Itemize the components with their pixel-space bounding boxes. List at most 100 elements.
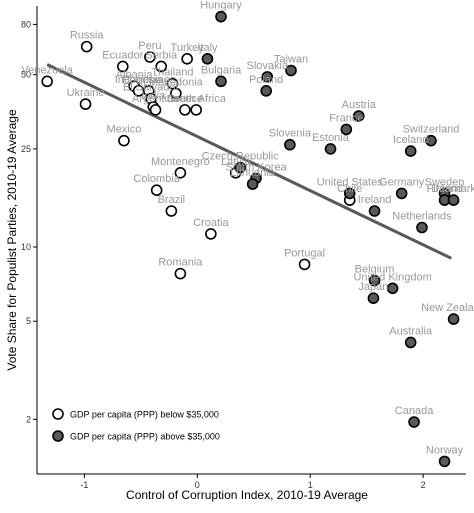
point-label: Canada (395, 405, 434, 417)
point-label: Japan (358, 281, 388, 293)
data-point (368, 274, 381, 287)
y-tick-label: 25 (21, 144, 31, 154)
point-label: Australia (389, 325, 433, 337)
point-label: Belgium (355, 264, 395, 276)
data-point (181, 53, 193, 65)
point-label: Ukraine (67, 87, 105, 99)
point-label: Mexico (107, 124, 142, 136)
data-point (215, 75, 227, 88)
y-tick-label: 5 (26, 316, 31, 326)
data-point (215, 10, 227, 23)
data-point (149, 104, 162, 116)
data-point (447, 313, 460, 325)
x-tick-label: -1 (80, 480, 88, 490)
point-label: Ireland (358, 194, 392, 206)
point-label: Portugal (284, 247, 325, 259)
data-point (118, 134, 130, 147)
data-point (261, 71, 274, 83)
data-point (117, 60, 129, 73)
legend-marker (52, 430, 64, 442)
point-label: Taiwan (274, 54, 308, 66)
point-label: Sweden (425, 176, 465, 188)
point-label: Germany (379, 176, 425, 188)
data-point (284, 138, 296, 151)
point-label: Ecuador (102, 49, 143, 61)
data-point (367, 292, 380, 304)
x-tick-label: 1 (308, 480, 313, 490)
point-label: Indonesia (115, 74, 164, 86)
point-label: Brazil (158, 194, 186, 206)
data-point (144, 51, 156, 63)
data-point (165, 205, 178, 217)
point-label: Macedonia (149, 76, 204, 88)
point-label: Croatia (193, 217, 229, 229)
data-point (447, 194, 460, 206)
point-label: Estonia (312, 132, 350, 144)
point-label: Romania (158, 257, 203, 269)
point-label: South Africa (167, 93, 227, 105)
x-tick-label: 2 (421, 480, 426, 490)
point-label: Slovakia (247, 60, 289, 72)
y-tick-label: 50 (21, 70, 31, 80)
data-point (368, 205, 381, 217)
data-point (285, 64, 297, 77)
y-tick-label: 2 (26, 414, 31, 424)
legend-label: GDP per capita (PPP) below $35,000 (70, 410, 219, 420)
point-label: Norway (426, 444, 464, 456)
legend-label: GDP per capita (PPP) above $35,000 (70, 432, 220, 442)
point-label: Hungary (200, 0, 242, 12)
point-label: Bulgaria (201, 64, 242, 76)
data-point (425, 134, 437, 147)
data-point (80, 40, 93, 53)
point-label: Argentina (132, 93, 180, 105)
point-label: Slovenia (269, 128, 312, 140)
point-label: Greece (167, 93, 203, 105)
data-point (386, 282, 399, 295)
x-axis-title: Control of Corruption Index, 2010-19 Ave… (126, 488, 368, 502)
point-label: Russia (70, 30, 105, 42)
point-label: Venezuela (21, 64, 73, 76)
legend-marker (52, 408, 64, 420)
point-label: Thailand (151, 67, 193, 79)
point-label: Chile (337, 183, 362, 195)
data-point (438, 455, 451, 468)
point-label: Peru (138, 40, 161, 52)
data-point (343, 187, 356, 200)
data-point (260, 85, 272, 97)
data-point (234, 161, 247, 174)
trend-line (46, 63, 452, 260)
point-label: Austria (342, 99, 377, 111)
trend-line-group (46, 63, 452, 260)
point-label: France (329, 112, 363, 124)
point-label: New Zealand (421, 302, 474, 314)
data-point (166, 77, 179, 90)
point-label: India (141, 90, 166, 102)
data-point (190, 104, 202, 116)
data-point (324, 143, 337, 155)
data-point (340, 123, 353, 136)
y-tick-label: 10 (21, 242, 31, 252)
data-point (201, 53, 214, 65)
point-label: Switzerland (403, 124, 460, 136)
data-points (41, 10, 460, 468)
data-point (150, 184, 163, 197)
data-point (179, 104, 191, 116)
data-point (174, 267, 187, 280)
data-point (41, 75, 53, 88)
point-label: Lithuania (230, 167, 276, 179)
point-label: United Kingdom (353, 271, 431, 283)
data-point (395, 187, 408, 200)
point-label: Montenegro (151, 156, 210, 168)
data-point (174, 167, 187, 179)
point-label: South Korea (225, 161, 287, 173)
point-label: Turkey (171, 42, 205, 54)
point-label: Albania (116, 69, 154, 81)
point-label: Italy (197, 42, 218, 54)
point-label: Latvia (221, 156, 251, 168)
data-point (170, 87, 182, 100)
point-label: Serbia (145, 49, 178, 61)
data-point (404, 336, 417, 349)
data-point (155, 60, 167, 73)
